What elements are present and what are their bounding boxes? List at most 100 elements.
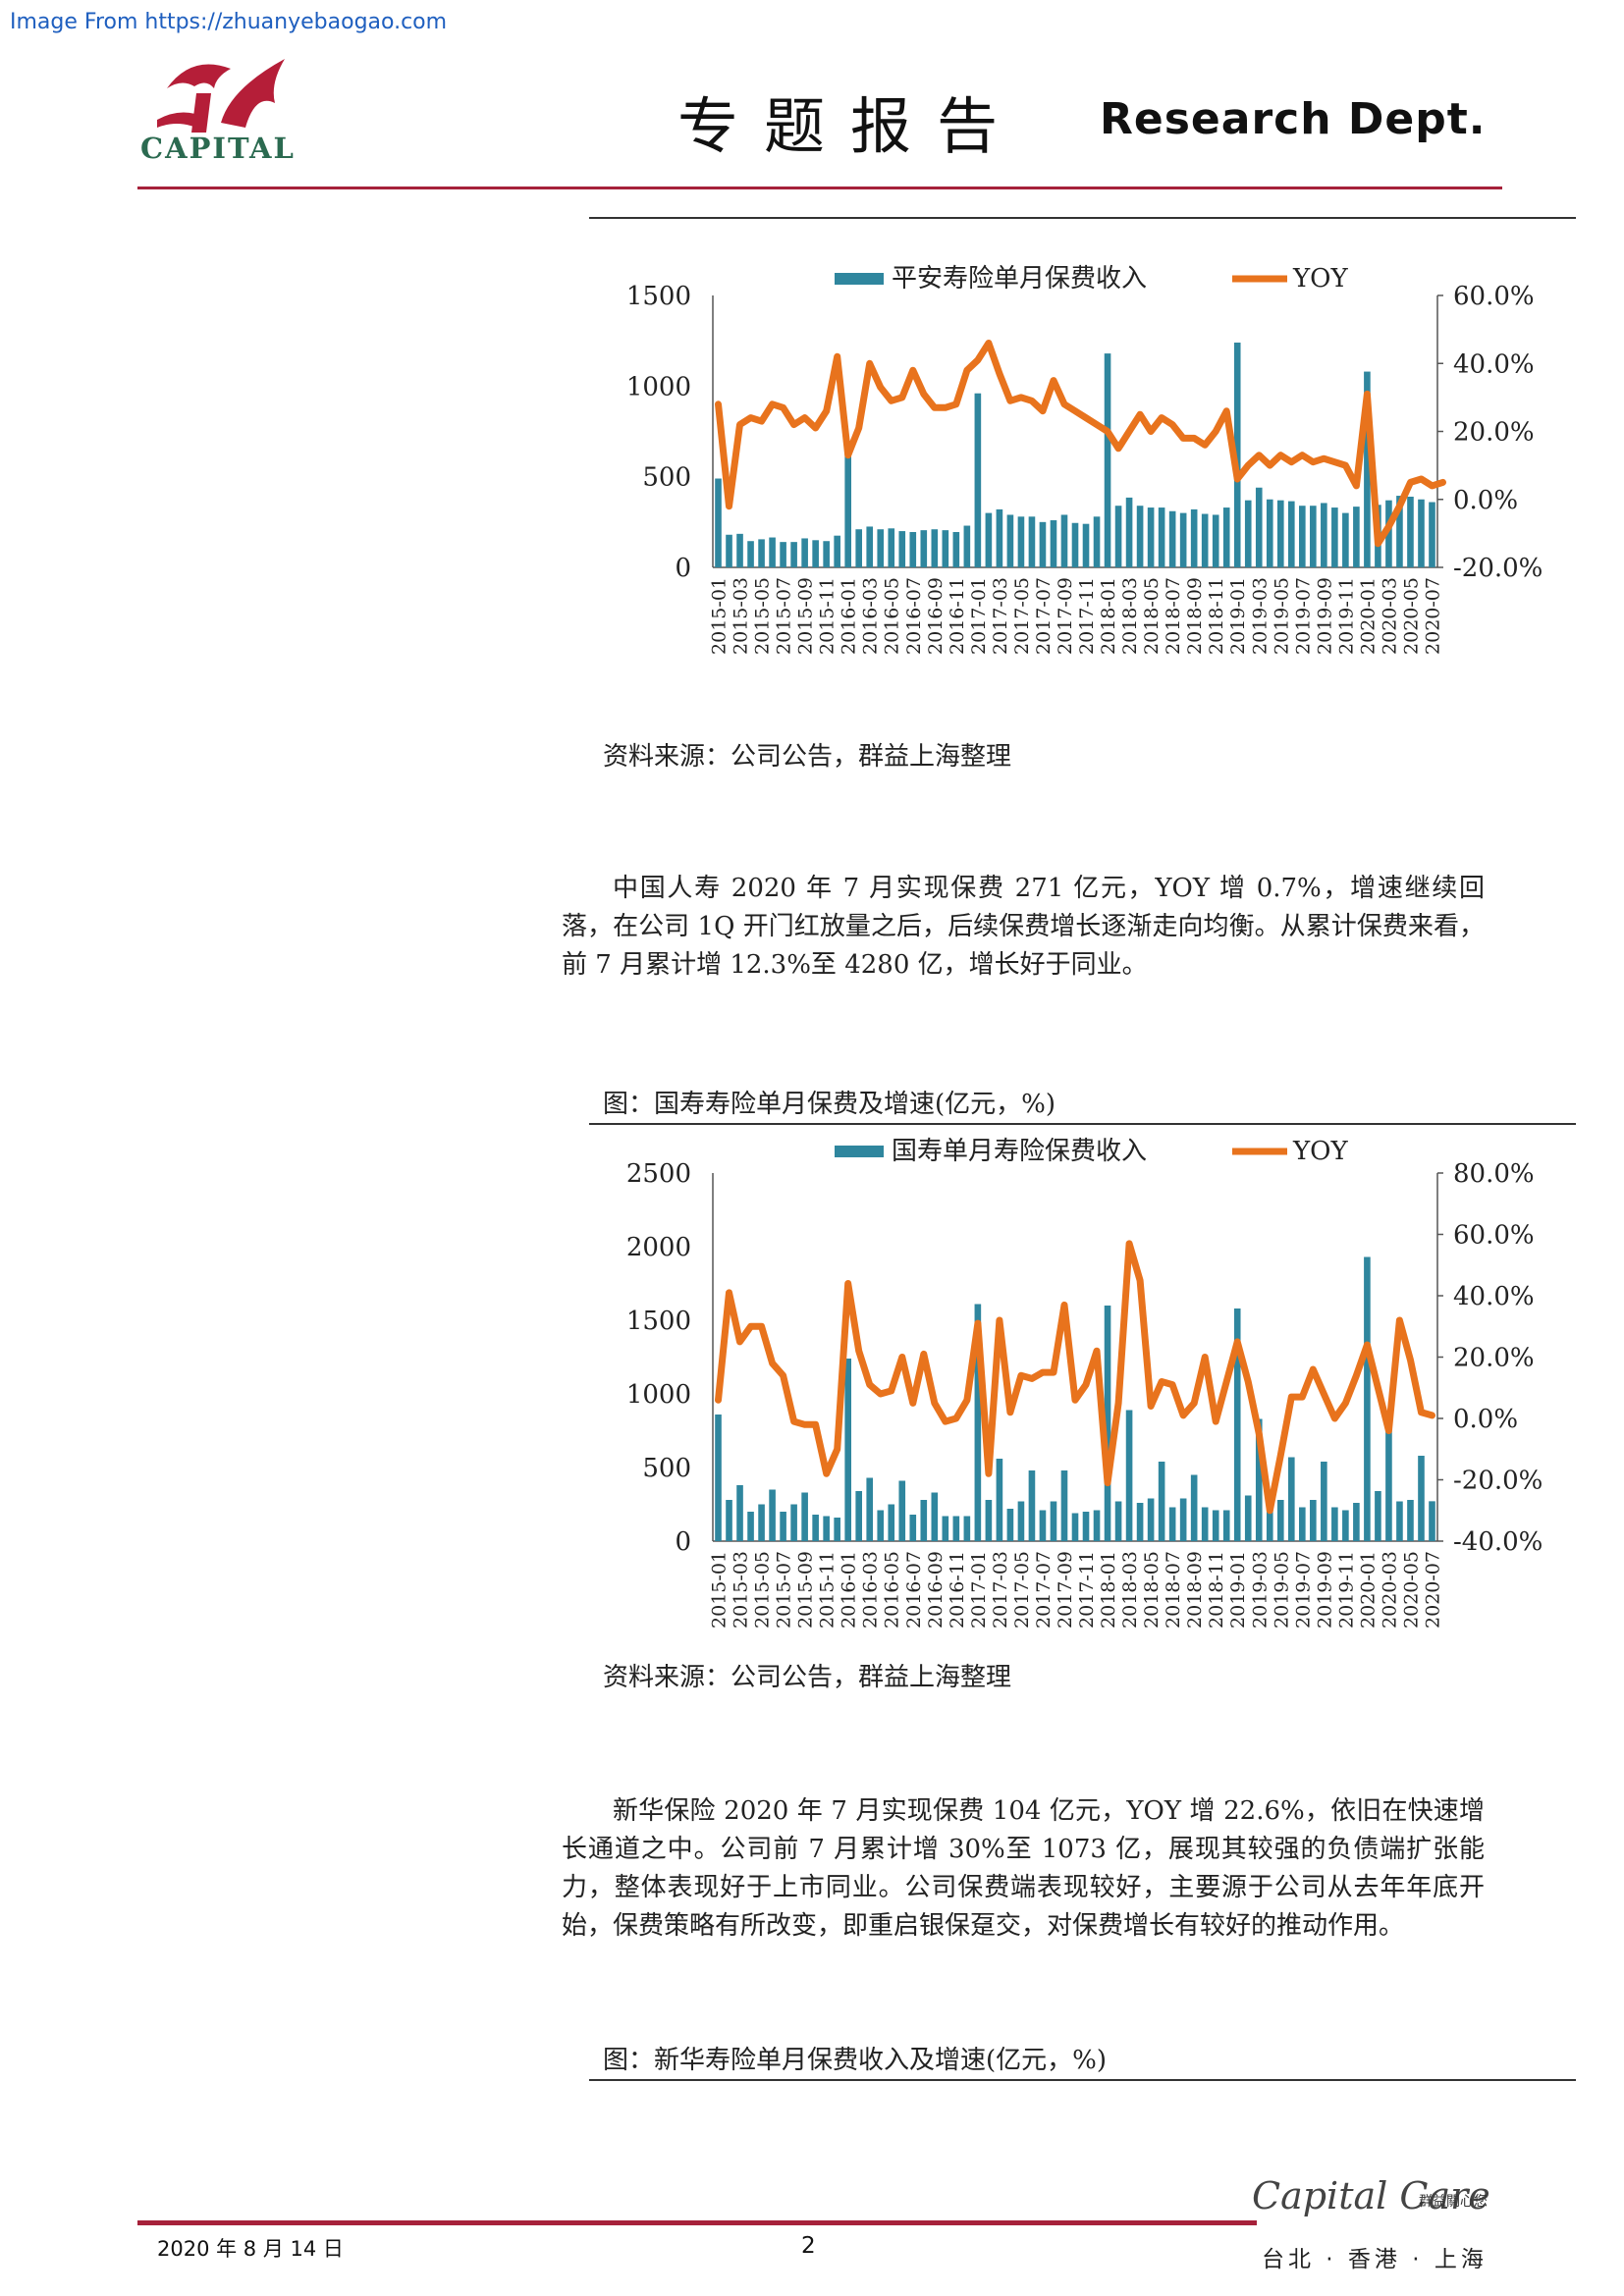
chart1-bar <box>747 541 754 567</box>
chart1-bar <box>1050 519 1057 567</box>
chart1-xtick: 2015-03 <box>731 577 752 655</box>
chart1-bar <box>1396 496 1403 567</box>
chart2-xtick: 2018-05 <box>1141 1551 1163 1629</box>
chart2-xtick: 2017-09 <box>1055 1551 1076 1629</box>
chart1-bar <box>963 525 971 567</box>
chart1-bar <box>1028 516 1036 567</box>
chart2-bar <box>1190 1474 1198 1541</box>
chart1-bar <box>1331 507 1338 567</box>
watermark-text: Image From https://zhuanyebaogao.com <box>10 10 448 34</box>
chart2-bar <box>1093 1510 1101 1541</box>
chart1-bar <box>1060 514 1068 567</box>
chart2-bar <box>1429 1501 1435 1541</box>
chart2-bar <box>1418 1456 1425 1541</box>
chart1-xtick: 2017-11 <box>1076 577 1098 655</box>
capital-care-cn: 群益關心您 <box>1419 2194 1488 2210</box>
chart2-bar <box>1028 1470 1036 1541</box>
chart1-xtick: 2016-09 <box>925 577 947 655</box>
chart1-xtick: 2015-05 <box>752 577 774 655</box>
paragraph-new-china: 新华保险 2020 年 7 月实现保费 104 亿元，YOY 增 22.6%，依… <box>562 1792 1485 1946</box>
chart1-xtick: 2019-03 <box>1249 577 1271 655</box>
chart2-ytick-left: 500 <box>642 1454 691 1483</box>
chart2-bar <box>1310 1500 1317 1541</box>
header-rule <box>137 187 1502 189</box>
chart1-bar <box>1342 512 1349 567</box>
chart2-ytick-left: 1000 <box>626 1380 691 1410</box>
chart1-bar <box>920 530 928 567</box>
chart1-legend-bar-swatch <box>835 273 884 285</box>
chart2-bar <box>1125 1410 1133 1541</box>
chart2-xtick: 2019-07 <box>1292 1551 1314 1629</box>
paragraph-china-life: 中国人寿 2020 年 7 月实现保费 271 亿元，YOY 增 0.7%，增速… <box>562 870 1485 985</box>
chart3-caption: 图：新华寿险单月保费收入及增速(亿元，%) <box>603 2046 1107 2075</box>
chart1-bar <box>812 540 819 567</box>
chart2-bar <box>1158 1462 1165 1541</box>
chart1-bar <box>974 393 982 567</box>
chart2-bar <box>1050 1501 1057 1541</box>
chart2-xtick: 2019-01 <box>1227 1551 1249 1629</box>
chart1-xtick: 2019-01 <box>1227 577 1249 655</box>
chart1-bar <box>715 478 722 567</box>
chart1-xtick: 2018-03 <box>1119 577 1141 655</box>
chart2-bar <box>1082 1512 1090 1541</box>
chart2-xtick: 2015-05 <box>752 1551 774 1629</box>
chart2-xtick: 2016-03 <box>860 1551 882 1629</box>
chart1-bar <box>1082 523 1090 567</box>
chart2-legend-line-label: YOY <box>1292 1137 1348 1166</box>
chart2-bar <box>1071 1513 1079 1541</box>
chart2-bar <box>1006 1509 1014 1541</box>
chart2-legend-bar-swatch <box>835 1146 884 1157</box>
chart2-bar <box>1179 1498 1187 1541</box>
chart1-bar <box>1310 506 1317 567</box>
chart1-bar <box>1299 506 1306 567</box>
chart2-top-rule <box>589 1123 1576 1125</box>
chart1-bar <box>1017 516 1025 567</box>
chart2-bar <box>996 1459 1003 1541</box>
chart2-legend-bar-label: 国寿单月寿险保费收入 <box>892 1137 1147 1166</box>
chart2-ytick-right: 80.0% <box>1453 1159 1535 1189</box>
chart2-xtick: 2019-11 <box>1335 1551 1357 1629</box>
chart1-bar <box>758 539 765 567</box>
chart1-bar <box>855 529 863 567</box>
chart1-bar <box>780 542 786 567</box>
chart2-bar <box>1233 1308 1241 1541</box>
chart1-bar <box>1168 510 1176 567</box>
chart2-bar <box>931 1492 939 1541</box>
chart2-xtick: 2016-05 <box>882 1551 903 1629</box>
chart1-bar <box>1255 487 1263 567</box>
chart2-bar <box>1396 1501 1403 1541</box>
chart2-bar <box>726 1500 732 1541</box>
chart1-xtick: 2016-11 <box>947 577 968 655</box>
chart2-bar <box>1375 1491 1381 1541</box>
chart2-bar <box>780 1512 786 1541</box>
chart2-bar <box>1017 1501 1025 1541</box>
chart2-bar <box>974 1304 982 1541</box>
chart1-bar <box>1006 514 1014 567</box>
chart2-xtick: 2016-07 <box>903 1551 925 1629</box>
chart1-xtick: 2017-07 <box>1033 577 1055 655</box>
chart1-bar <box>1093 516 1101 567</box>
chart2-bar <box>834 1518 840 1541</box>
chart1-ytick-right: 0.0% <box>1453 486 1518 515</box>
chart1-bar <box>1222 507 1230 567</box>
chart1-bar <box>1136 506 1144 567</box>
chart2-xtick: 2018-07 <box>1163 1551 1184 1629</box>
chart2-ytick-left: 2500 <box>626 1159 691 1189</box>
chart1-bar <box>1179 512 1187 567</box>
chart2-bar <box>1060 1470 1068 1541</box>
chart2-xtick: 2016-11 <box>947 1551 968 1629</box>
chart1-bar <box>888 528 895 567</box>
chart2-xtick: 2018-01 <box>1098 1551 1119 1629</box>
chart1-bar <box>1158 507 1165 567</box>
chart2-ytick-left: 1500 <box>626 1307 691 1336</box>
chart1-bar <box>1364 371 1371 567</box>
chart1-bar <box>801 538 808 567</box>
chart2-xtick: 2020-05 <box>1400 1551 1422 1629</box>
chart2-bar <box>866 1477 874 1541</box>
chart2-bar <box>1222 1510 1230 1541</box>
chinalife-premium-chart: 2500 2000 1500 1000 500 0 80.0% 60.0% 40.0% 20.0%… <box>626 1137 1543 1629</box>
chart1-bar <box>1429 502 1435 567</box>
chart1-xtick: 2016-05 <box>882 577 903 655</box>
chart1-xtick: 2018-11 <box>1206 577 1227 655</box>
chart2-bar <box>985 1500 993 1541</box>
